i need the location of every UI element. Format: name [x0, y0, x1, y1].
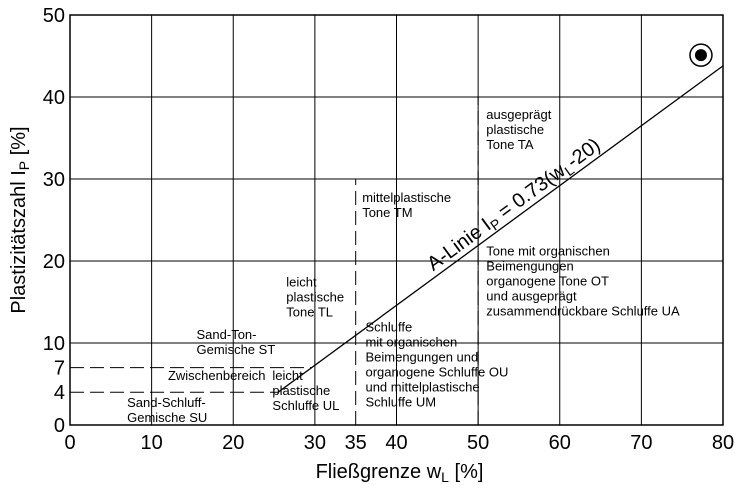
zone-label: Sand-Schluff-Gemische SU: [127, 395, 207, 425]
zone-label: Sand-Ton-Gemische ST: [197, 327, 276, 357]
text-span: [%]: [8, 126, 30, 160]
axis-labels: Fließgrenze wL [%]Plastizitätszahl IP [%…: [8, 126, 483, 485]
text-span: [%]: [449, 461, 483, 483]
x-tick-label: 70: [630, 432, 652, 454]
text-span: A-Linie I: [423, 214, 495, 275]
zone-labels: ausgeprägt plastische Tone TAmittelplastis…: [127, 107, 680, 425]
zone-label: leicht plastische Schluffe UL: [272, 368, 339, 413]
x-tick-label: 60: [549, 432, 571, 454]
text-span: zusammendrückbare Schluffe UA: [486, 303, 680, 318]
text-span: leicht: [272, 368, 303, 383]
text-span: Tone TM: [362, 205, 412, 220]
zone-label: mittelplastische Tone TM: [362, 190, 451, 220]
x-tick-label: 80: [712, 432, 734, 454]
text-span: Sand-Schluff-: [127, 395, 206, 410]
y-tick-label: 40: [43, 87, 65, 109]
text-span: ausgeprägt: [486, 107, 551, 122]
y-tick-label: 20: [43, 251, 65, 273]
y-tick-label: 7: [54, 358, 65, 380]
zone-label: leicht plastische Tone TL: [286, 274, 344, 319]
x-tick-label: 0: [64, 432, 75, 454]
x-tick-label: 40: [385, 432, 407, 454]
zone-label: Schluffe mit organischen Beimengungen und o…: [365, 320, 508, 410]
data-points: [689, 43, 713, 67]
zone-label: Zwischenbereich: [168, 368, 266, 383]
x-tick-label: 20: [222, 432, 244, 454]
text-span: leicht: [286, 274, 317, 289]
x-tick-label: 10: [141, 432, 163, 454]
y-tick-label: 30: [43, 169, 65, 191]
x-tick-label: 30: [304, 432, 326, 454]
text-span: organogene Schluffe OU: [365, 365, 508, 380]
plot-frame: [69, 14, 724, 426]
text-span: Gemische SU: [127, 410, 207, 425]
x-tick-label: 50: [467, 432, 489, 454]
text-span: und mittelplastische: [365, 380, 479, 395]
text-span: Beimengungen und: [365, 350, 478, 365]
text-span: Sand-Ton-: [197, 327, 257, 342]
text-span: Tone mit organischen: [486, 243, 610, 258]
text-span: plastische: [486, 122, 544, 137]
text-span: Schluffe: [365, 320, 412, 335]
y-axis-label: Plastizitätszahl IP [%]: [8, 126, 32, 313]
text-span: organogene Tone OT: [486, 273, 609, 288]
text-span: mit organischen: [365, 335, 457, 350]
y-tick-label: 10: [43, 333, 65, 355]
y-tick-label: 0: [54, 415, 65, 437]
zone-label: Tone mit organischen Beimengungen organoge…: [486, 243, 680, 318]
data-point: [694, 49, 707, 62]
text-span: = 0.73(w: [490, 159, 570, 226]
text-span: plastische: [272, 383, 330, 398]
boundary-lines: [70, 97, 479, 425]
text-span: mittelplastische: [362, 190, 451, 205]
text-span: Zwischenbereich: [168, 368, 266, 383]
text-span: P: [16, 161, 32, 170]
text-span: Tone TA: [486, 137, 534, 152]
text-span: Beimengungen: [486, 258, 573, 273]
text-span: Schluffe UM: [365, 395, 436, 410]
text-span: und ausgeprägt: [486, 288, 577, 303]
text-span: Fließgrenze w: [316, 461, 442, 483]
text-span: Tone TL: [286, 304, 333, 319]
text-span: Schluffe UL: [272, 398, 339, 413]
text-span: L: [441, 469, 449, 485]
y-tick-label: 50: [43, 5, 65, 27]
a-line: [277, 65, 724, 393]
x-axis-label: Fließgrenze wL [%]: [316, 461, 484, 485]
text-span: Gemische ST: [197, 342, 276, 357]
x-tick-label: 35: [345, 432, 367, 454]
zone-label: ausgeprägt plastische Tone TA: [486, 107, 551, 152]
text-span: Plastizitätszahl I: [8, 170, 30, 313]
tick-labels: 0 10 20 30 35 40 50 60 70 80 0 47 10 20 30 40 50: [43, 5, 734, 454]
text-span: plastische: [286, 289, 344, 304]
y-tick-label: 4: [54, 382, 65, 404]
